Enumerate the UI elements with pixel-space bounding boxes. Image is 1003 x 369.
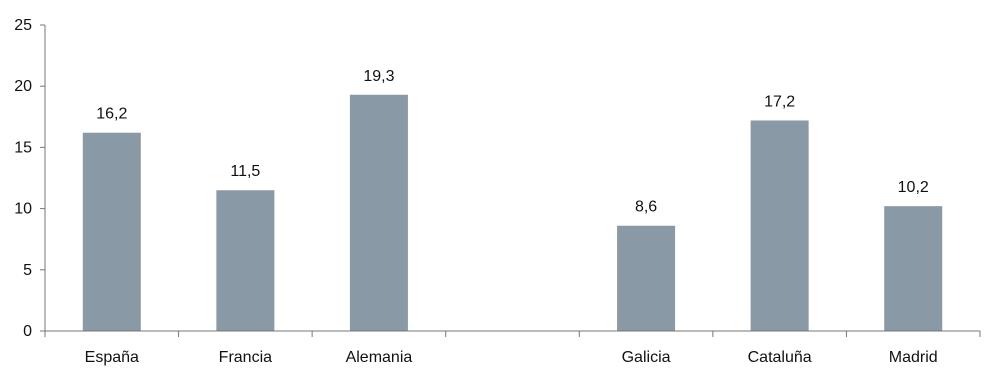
bar [82,132,141,331]
x-category-label: Madrid [889,349,938,366]
x-category-label: Cataluña [748,349,812,366]
y-tick-label: 10 [14,201,32,218]
x-category-label: Galicia [622,349,671,366]
y-tick-label: 15 [14,139,32,156]
x-category-label: Francia [219,349,272,366]
bar [349,94,408,331]
bar [216,190,275,331]
y-tick-label: 25 [14,17,32,34]
data-label: 11,5 [230,163,260,180]
bars-layer [82,94,943,331]
bar [750,120,809,331]
x-category-label: Alemania [346,349,413,366]
bar [884,206,943,331]
data-label: 16,2 [96,106,127,123]
labels-layer: 0 5 10 15 20 25 16,2 España 11,5 Francia 19,3 Alema… [14,17,937,366]
data-label: 17,2 [764,93,795,110]
axes-layer [40,24,981,337]
data-label: 8,6 [635,199,657,216]
y-tick-label: 0 [23,323,32,340]
data-label: 10,2 [898,179,929,196]
data-label: 19,3 [363,68,394,85]
x-category-label: España [85,349,139,366]
bar [617,225,676,331]
y-tick-label: 20 [14,78,32,95]
y-tick-label: 5 [23,262,32,279]
